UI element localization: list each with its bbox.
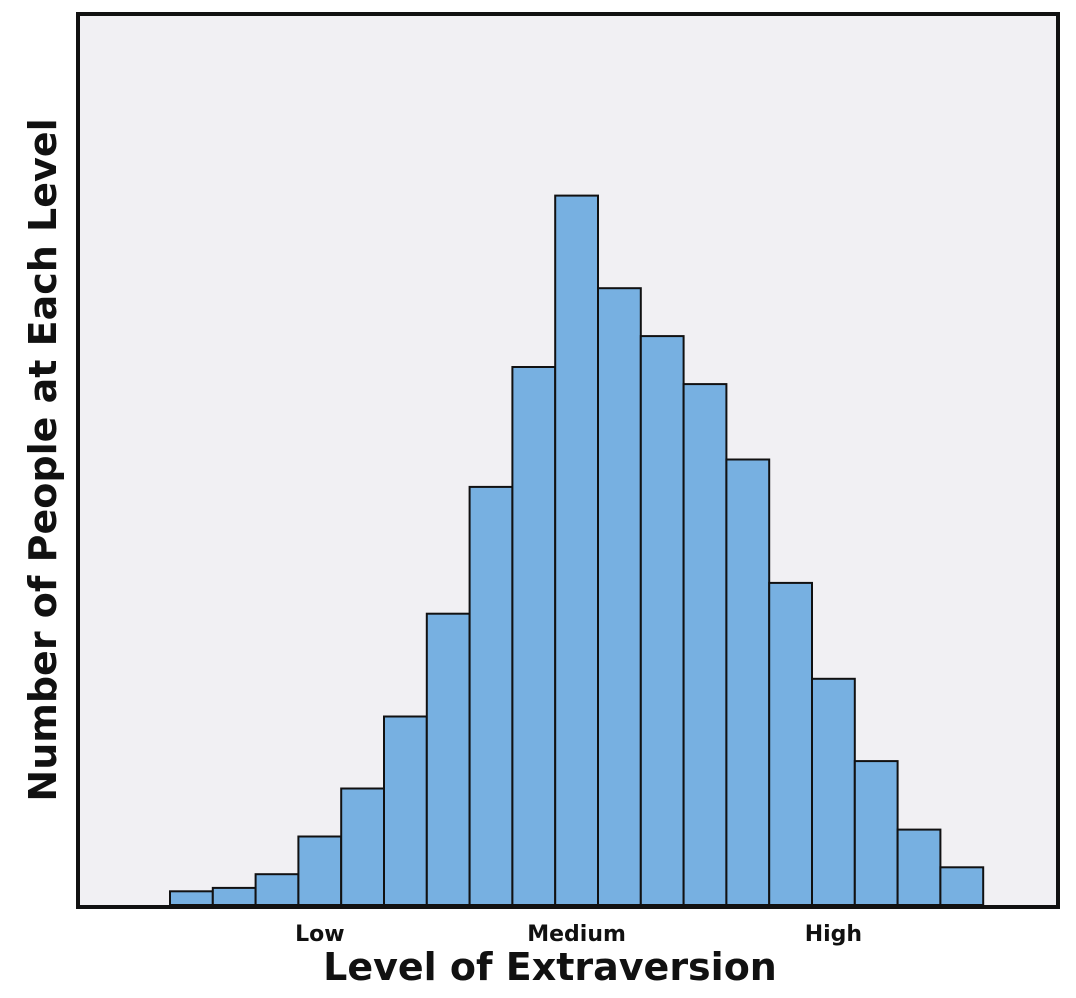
- y-axis-title: Number of People at Each Level: [21, 118, 65, 801]
- bars-group: [169, 194, 985, 907]
- histogram-bar: [725, 458, 771, 906]
- histogram-bar: [383, 715, 428, 906]
- histogram-bar: [169, 890, 214, 906]
- histogram-bar: [639, 335, 685, 907]
- x-axis-title: Level of Extraversion: [323, 945, 777, 989]
- histogram-bar: [211, 886, 257, 907]
- histogram-bar: [853, 760, 899, 906]
- histogram-bar: [768, 581, 814, 907]
- histogram-bar: [896, 828, 942, 906]
- x-tick-label: Low: [295, 922, 344, 947]
- histogram-bar: [682, 383, 728, 907]
- histogram-bar: [939, 866, 985, 906]
- x-tick-label: Medium: [527, 922, 626, 947]
- histogram-bar: [811, 677, 856, 906]
- histogram-bar: [340, 787, 386, 906]
- histogram-bar: [254, 873, 300, 907]
- histogram-bar: [297, 835, 343, 906]
- histogram-bar: [554, 194, 600, 907]
- x-tick-labels: Low Medium High: [295, 922, 862, 947]
- x-tick-label: High: [805, 922, 862, 947]
- histogram-bar: [468, 485, 514, 906]
- histogram-bar: [425, 612, 471, 906]
- histogram-bar: [511, 366, 557, 906]
- histogram-bar: [597, 287, 642, 906]
